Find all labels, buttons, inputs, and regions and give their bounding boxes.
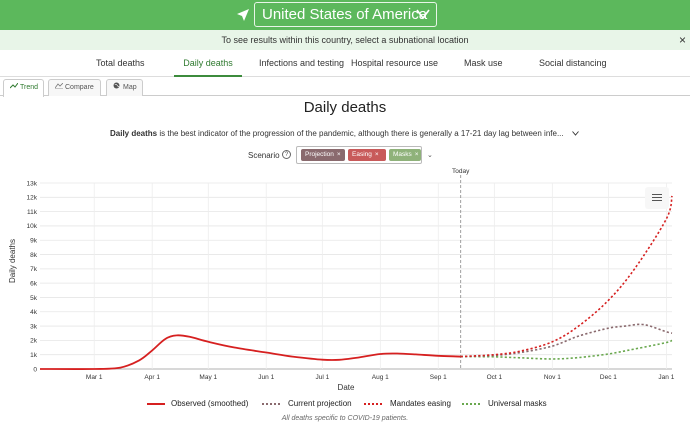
legend-observed[interactable]: Observed (smoothed) (147, 398, 248, 410)
tab-infections-and-testing[interactable]: Infections and testing (259, 58, 345, 68)
page-title: Daily deaths (303, 99, 387, 116)
metric-tabs: Total deaths Daily deaths Infections and… (0, 50, 690, 77)
y-axis-title: Daily deaths (8, 239, 17, 283)
location-arrow-icon[interactable] (236, 8, 250, 22)
x-axis-title: Date (338, 383, 355, 392)
legend-current-projection[interactable]: Current projection (262, 398, 352, 410)
tab-map[interactable]: Map (106, 79, 143, 96)
x-tick-label: Jun 1 (258, 374, 274, 381)
x-tick-label: Sep 1 (430, 374, 447, 381)
x-tick-label: Aug 1 (372, 374, 389, 381)
chart-grid (40, 182, 672, 370)
chart-series (39, 195, 673, 370)
country-select-label: United States of America (262, 6, 428, 23)
tab-map-label: Map (123, 84, 137, 91)
x-tick-label: Dec 1 (600, 374, 617, 381)
close-icon[interactable]: × (678, 33, 686, 47)
series-line-mandates-easing[interactable] (460, 195, 673, 358)
y-tick-label: 5k (30, 295, 38, 302)
chip-easing-label: Easing (352, 151, 372, 158)
legend-observed-label: Observed (smoothed) (171, 399, 249, 408)
chip-masks[interactable]: Masks × (389, 149, 421, 161)
y-axis: 0 1k 2k 3k 4k 5k 6k 7k 8k 9k 10k 11k 12k 13k (27, 180, 38, 373)
chip-projection[interactable]: Projection × (301, 149, 345, 161)
notice-text: To see results within this country, sele… (221, 35, 469, 45)
y-tick-label: 4k (30, 309, 38, 316)
chevron-down-icon[interactable] (572, 129, 579, 138)
metric-description[interactable]: Daily deaths is the best indicator of th… (110, 129, 579, 138)
series-line-observed-smoothed[interactable] (39, 334, 461, 370)
tab-daily-deaths[interactable]: Daily deaths (174, 50, 242, 77)
description-text: is the best indicator of the progression… (157, 129, 564, 138)
y-tick-label: 2k (30, 338, 38, 345)
hamburger-menu-icon[interactable] (645, 187, 669, 209)
remove-icon[interactable]: × (336, 151, 341, 158)
x-tick-label: Jan 1 (658, 374, 674, 381)
compare-icon (54, 80, 65, 96)
remove-icon[interactable]: × (374, 151, 379, 158)
scenario-label: Scenario (248, 151, 280, 160)
scenario-select[interactable]: Projection × Easing × Masks × (296, 146, 422, 164)
y-tick-label: 6k (30, 280, 38, 287)
x-axis: Mar 1 Apr 1 May 1 Jun 1 Jul 1 Aug 1 Sep 1 Oct 1… (86, 374, 675, 381)
info-icon[interactable]: ? (282, 150, 291, 159)
y-tick-label: 8k (30, 252, 38, 259)
y-tick-label: 13k (27, 180, 38, 187)
y-tick-label: 12k (27, 195, 38, 202)
remove-icon[interactable]: × (414, 151, 419, 158)
chart-footnote: All deaths specific to COVID-19 patients… (281, 415, 409, 422)
daily-deaths-chart: 0 1k 2k 3k 4k 5k 6k 7k 8k 9k 10k 11k 12k 13k Mar 1 Apr… (8, 168, 675, 392)
x-tick-label: Jul 1 (315, 374, 329, 381)
today-marker: Today (452, 168, 470, 369)
trend-icon (9, 80, 20, 96)
x-tick-label: Oct 1 (487, 374, 503, 381)
legend-mandates-easing[interactable]: Mandates easing (364, 398, 451, 410)
today-label: Today (452, 168, 470, 175)
country-select[interactable]: United States of America (254, 2, 437, 27)
y-tick-label: 9k (30, 238, 38, 245)
chip-projection-label: Projection (305, 151, 334, 158)
chevron-down-icon (416, 9, 430, 20)
y-tick-label: 10k (27, 223, 38, 230)
tab-total-deaths[interactable]: Total deaths (96, 58, 145, 68)
legend-universal-masks[interactable]: Universal masks (462, 398, 547, 410)
x-tick-label: Nov 1 (544, 374, 561, 381)
y-tick-label: 11k (27, 209, 38, 216)
y-tick-label: 3k (30, 323, 38, 330)
x-tick-label: Apr 1 (144, 374, 160, 381)
series-line-current-projection[interactable] (460, 323, 673, 358)
tab-compare[interactable]: Compare (48, 79, 101, 96)
series-line-universal-masks[interactable] (460, 339, 673, 360)
tab-trend[interactable]: Trend (3, 79, 44, 97)
y-tick-label: 0 (33, 366, 37, 373)
chip-masks-label: Masks (393, 151, 412, 158)
subnational-notice: To see results within this country, sele… (0, 30, 690, 50)
tab-compare-label: Compare (65, 84, 94, 91)
chip-easing[interactable]: Easing × (348, 149, 386, 161)
tab-mask-use[interactable]: Mask use (464, 58, 503, 68)
x-tick-label: Mar 1 (86, 374, 103, 381)
chart-legend: Observed (smoothed) Current projection M… (0, 398, 690, 410)
view-tabs: Trend Compare Map (0, 79, 690, 97)
x-tick-label: May 1 (199, 374, 217, 381)
description-bold: Daily deaths (110, 129, 158, 138)
legend-mandates-easing-label: Mandates easing (390, 399, 451, 408)
legend-current-projection-label: Current projection (288, 399, 352, 408)
top-bar: United States of America (0, 0, 690, 30)
tab-social-distancing[interactable]: Social distancing (539, 58, 607, 68)
tab-hospital-resource-use[interactable]: Hospital resource use (351, 58, 439, 68)
chevron-down-icon[interactable]: ⌄ (427, 152, 433, 159)
y-tick-label: 1k (30, 352, 38, 359)
tab-trend-label: Trend (20, 84, 39, 91)
globe-icon (113, 80, 123, 96)
legend-universal-masks-label: Universal masks (488, 399, 547, 408)
y-tick-label: 7k (30, 266, 38, 273)
